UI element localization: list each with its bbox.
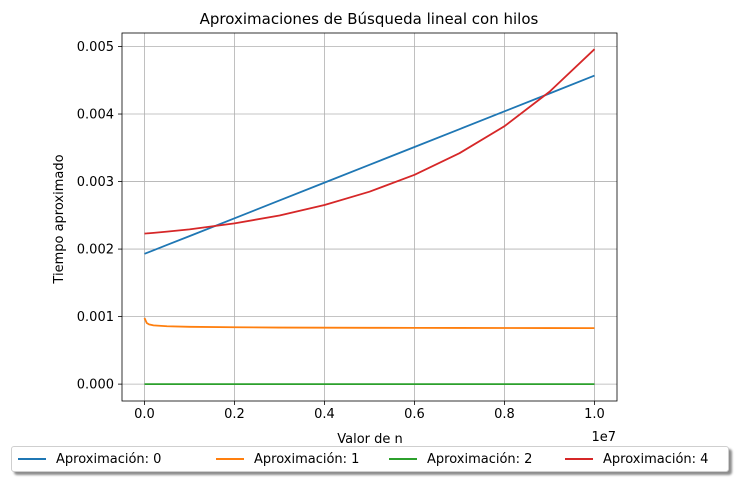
legend-label: Aproximación: 4	[603, 451, 709, 467]
x-tick-label: 0.6	[404, 407, 425, 422]
axis-ticks: 0.0 0.2 0.4 0.6 0.8 1.0 0.000 0.001 0.002 0.003 0.…	[77, 40, 605, 422]
x-tick-label: 0.8	[494, 407, 515, 422]
legend-item-1: Aproximación: 1	[216, 447, 359, 471]
legend-label: Aproximación: 0	[56, 451, 162, 467]
y-tick-label: 0.003	[77, 175, 114, 190]
grid	[122, 33, 617, 401]
y-tick-label: 0.005	[77, 40, 114, 55]
x-tick-label: 0.0	[134, 407, 155, 422]
y-tick-label: 0.001	[77, 310, 114, 325]
y-tick-label: 0.000	[77, 378, 114, 393]
x-tick-label: 0.4	[314, 407, 335, 422]
x-axis-offset-label: 1e7	[591, 430, 616, 445]
plot-frame	[121, 32, 618, 402]
chart-title: Aproximaciones de Búsqueda lineal con hi…	[200, 10, 539, 28]
series-layer	[143, 48, 596, 386]
legend-item-2: Aproximación: 2	[389, 447, 532, 471]
x-axis-label: Valor de n	[337, 432, 403, 447]
y-axis-label: Tiempo aproximado	[52, 154, 67, 284]
legend-swatch	[216, 458, 244, 460]
legend-item-0: Aproximación: 0	[18, 447, 161, 471]
legend-label: Aproximación: 2	[427, 451, 533, 467]
y-tick-label: 0.002	[77, 243, 114, 258]
legend-swatch	[389, 458, 417, 460]
series-line-3	[144, 48, 596, 235]
y-tick-label: 0.004	[77, 108, 114, 123]
x-tick-label: 0.2	[224, 407, 245, 422]
legend-label: Aproximación: 1	[254, 451, 360, 467]
legend-swatch	[565, 458, 593, 460]
x-tick-label: 1.0	[584, 407, 605, 422]
legend-item-3: Aproximación: 4	[565, 447, 708, 471]
legend: Aproximación: 0 Aproximación: 1 Aproximaci…	[11, 446, 729, 472]
series-line-0	[144, 74, 595, 255]
legend-swatch	[18, 458, 46, 460]
series-line-1	[143, 317, 595, 330]
